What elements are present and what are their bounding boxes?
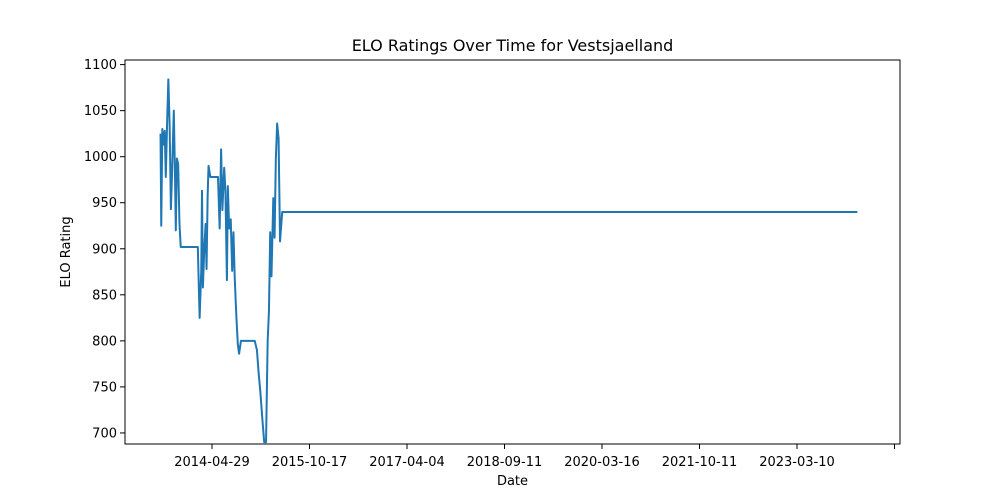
y-tick-label: 750 (92, 380, 117, 395)
series-line-vestsjaelland (159, 78, 858, 444)
x-tick-label: 2018-09-11 (467, 455, 543, 470)
x-tick-label: 2021-10-11 (662, 455, 738, 470)
x-tick-label: 2015-10-17 (272, 455, 348, 470)
y-axis: 700 750 800 850 900 950 1000 1050 1100 (84, 58, 125, 441)
x-tick-label: 2017-04-04 (369, 455, 445, 470)
y-tick-label: 1000 (84, 150, 117, 165)
y-tick-label: 950 (92, 196, 117, 211)
y-tick-label: 1050 (84, 104, 117, 119)
y-tick-label: 1100 (84, 58, 117, 73)
y-tick-label: 900 (92, 242, 117, 257)
chart-title: ELO Ratings Over Time for Vestsjaelland (352, 36, 674, 55)
y-tick-label: 800 (92, 334, 117, 349)
plot-frame (124, 59, 901, 445)
x-tick-label: 2023-03-10 (759, 455, 835, 470)
plot-area (124, 59, 901, 445)
y-axis-label: ELO Rating (59, 216, 74, 287)
x-tick-label: 2014-04-29 (174, 455, 250, 470)
x-axis-label: Date (497, 474, 528, 489)
x-axis: 2014-04-29 2015-10-17 2017-04-04 2018-09-11… (174, 444, 895, 470)
x-tick-label: 2020-03-16 (564, 455, 640, 470)
y-tick-label: 850 (92, 288, 117, 303)
y-tick-label: 700 (92, 426, 117, 441)
